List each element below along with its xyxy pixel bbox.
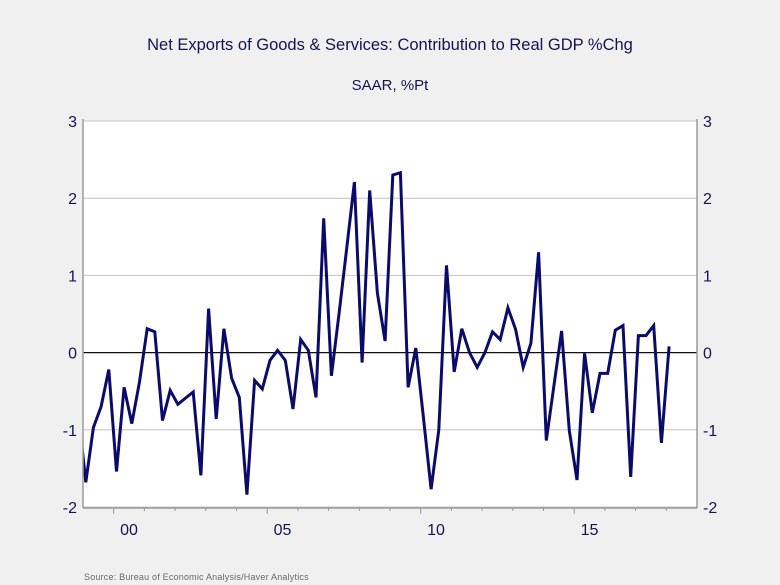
y-tick-label-right: 2 — [703, 191, 712, 208]
y-tick-label-right: -2 — [703, 500, 717, 517]
gridlines — [83, 120, 697, 508]
source-note: Source: Bureau of Economic Analysis/Have… — [84, 572, 309, 582]
y-tick-label-left: 2 — [68, 191, 77, 208]
y-tick-label-right: 3 — [703, 114, 712, 131]
y-tick-label-left: 0 — [68, 346, 77, 363]
series-group — [83, 170, 671, 495]
chart-title: Net Exports of Goods & Services: Contrib… — [147, 36, 633, 54]
x-axis-labels: 00 05 10 15 — [120, 522, 598, 539]
y-tick-label-left: 3 — [68, 114, 77, 131]
x-tick-label: 10 — [427, 522, 445, 539]
y-axis-right: 3 2 1 0 -1 -2 — [703, 114, 717, 517]
y-tick-label-right: 0 — [703, 346, 712, 363]
y-tick-label-left: -1 — [63, 423, 77, 440]
y-tick-label-right: -1 — [703, 423, 717, 440]
plot-area — [83, 121, 697, 507]
series-line — [83, 170, 671, 495]
x-tick-label: 15 — [581, 522, 599, 539]
x-tick-label: 00 — [120, 522, 138, 539]
y-tick-label-left: -2 — [63, 500, 77, 517]
chart-subtitle: SAAR, %Pt — [351, 77, 429, 94]
x-axis-ticks — [113, 508, 667, 514]
y-tick-label-left: 1 — [68, 268, 77, 285]
plot-frame — [82, 119, 698, 509]
y-axis-left: 3 2 1 0 -1 -2 — [63, 114, 77, 517]
y-tick-label-right: 1 — [703, 268, 712, 285]
x-tick-label: 05 — [274, 522, 292, 539]
